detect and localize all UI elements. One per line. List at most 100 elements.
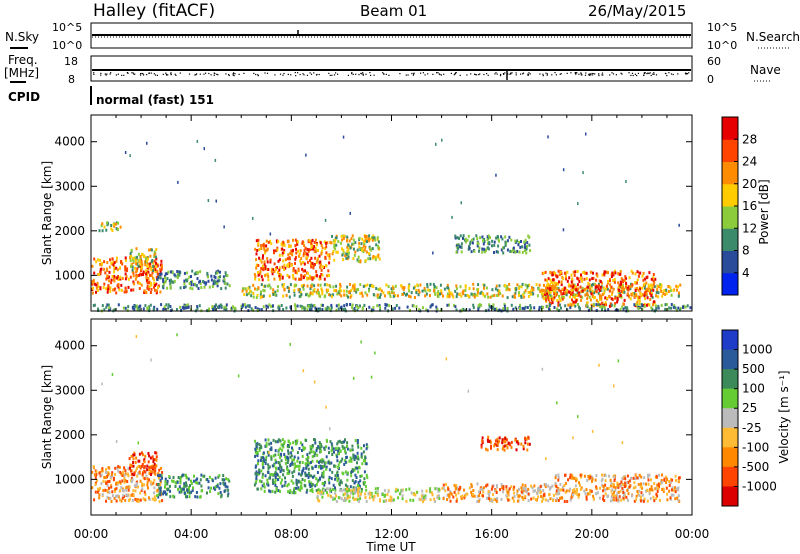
nave-dot	[495, 72, 497, 74]
range-cell	[392, 294, 395, 298]
range-cell	[488, 303, 491, 307]
range-cell	[623, 298, 626, 302]
range-cell	[514, 239, 517, 243]
range-cell	[544, 483, 547, 486]
range-cell	[249, 289, 252, 293]
range-cell	[155, 257, 158, 261]
range-cell	[282, 285, 285, 289]
range-cell	[458, 236, 460, 240]
range-cell	[306, 276, 309, 280]
range-cell	[345, 293, 348, 297]
range-cell	[321, 471, 324, 475]
range-cell	[154, 451, 157, 455]
range-cell	[638, 493, 641, 497]
range-cell	[645, 489, 647, 493]
range-cell	[496, 442, 499, 446]
range-cell	[110, 227, 113, 231]
range-cell	[294, 284, 297, 288]
range-cell	[149, 264, 152, 268]
range-cell	[206, 478, 209, 481]
range-cell	[139, 491, 142, 495]
range-cell	[643, 497, 646, 501]
range-cell	[263, 289, 266, 293]
range-cell	[152, 307, 155, 311]
range-cell	[556, 307, 559, 311]
range-cell	[146, 272, 149, 276]
range-cell	[134, 266, 136, 270]
nave-dot	[233, 72, 235, 74]
range-cell	[309, 306, 312, 310]
range-cell	[639, 485, 642, 489]
range-cell	[515, 288, 518, 292]
range-cell	[509, 249, 512, 253]
range-cell	[336, 455, 339, 459]
range-cell	[272, 268, 275, 272]
range-cell	[302, 261, 305, 264]
range-cell	[689, 306, 692, 310]
time-axis-tick-labels: 00:00 04:00 08:00 12:00 16:00 20:00 00:00	[74, 527, 710, 541]
range-cell	[521, 495, 524, 499]
range-cell	[426, 285, 429, 289]
range-cell	[112, 288, 115, 292]
nave-dot	[520, 73, 522, 75]
range-cell	[354, 250, 357, 254]
range-cell	[130, 454, 133, 458]
range-cell	[324, 461, 327, 465]
nave-dot	[228, 74, 230, 76]
range-cell	[604, 303, 606, 306]
nave-dot	[412, 74, 414, 76]
range-cell	[640, 475, 643, 479]
range-cell	[508, 498, 511, 502]
range-cell	[392, 291, 395, 295]
range-cell	[527, 290, 530, 294]
range-cell	[322, 489, 325, 492]
range-cell	[625, 284, 628, 287]
range-cell	[130, 480, 133, 483]
range-cell	[450, 492, 453, 496]
range-cell	[263, 460, 265, 463]
range-cell	[115, 266, 118, 270]
range-cell	[611, 298, 614, 302]
range-cell	[169, 270, 172, 274]
range-cell	[634, 281, 637, 284]
range-cell	[454, 236, 457, 240]
range-cell	[311, 262, 314, 265]
range-cell	[622, 482, 624, 486]
nave-dot	[143, 74, 145, 76]
range-cell	[604, 301, 607, 305]
range-cell	[359, 492, 362, 496]
range-cell	[276, 440, 279, 444]
y-tick-label: 3000	[54, 179, 85, 193]
range-cell	[371, 284, 373, 288]
range-cell	[547, 277, 550, 281]
range-cell	[530, 292, 533, 296]
range-cell	[494, 439, 497, 443]
nave-dot	[527, 73, 529, 75]
range-cell	[365, 447, 368, 451]
range-cell	[166, 286, 169, 290]
range-cell	[288, 491, 291, 495]
range-cell	[419, 498, 422, 502]
range-cell	[217, 475, 220, 479]
range-cell	[585, 495, 588, 499]
velocity-colorbar-tick-label: 1000	[742, 343, 773, 357]
range-cell	[140, 260, 143, 264]
range-cell	[216, 284, 219, 288]
range-cell	[424, 289, 427, 293]
range-cell	[357, 490, 359, 494]
range-cell	[401, 494, 404, 498]
velocity-y-axis-label: Slant Range [km]	[40, 365, 54, 469]
range-cell	[548, 287, 551, 291]
nave-dot	[150, 72, 152, 74]
range-cell	[302, 467, 305, 470]
range-cell	[574, 476, 577, 480]
range-cell	[138, 308, 141, 312]
range-cell	[518, 287, 521, 291]
scatter-cell	[124, 151, 127, 154]
range-cell	[390, 287, 393, 291]
range-cell	[510, 303, 513, 307]
range-cell	[522, 293, 525, 297]
range-cell	[214, 485, 217, 489]
range-cell	[625, 495, 628, 499]
range-cell	[363, 470, 366, 474]
